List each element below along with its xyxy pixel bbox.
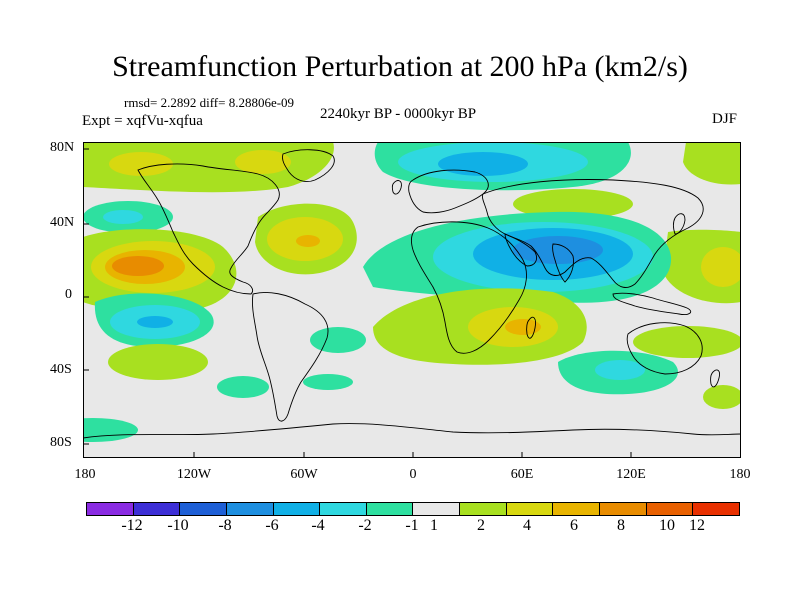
- anomaly-southern-ocean-negative-2: [303, 374, 353, 390]
- colorbar-swatch: [133, 503, 181, 515]
- coast-madagascar: [526, 316, 536, 339]
- colorbar-swatch: [646, 503, 694, 515]
- colorbar-swatch: [553, 503, 601, 515]
- coast-north-america: [137, 163, 280, 295]
- anomaly-southern-ocean-positive: [703, 385, 741, 409]
- anomaly-asia-negative-core: [513, 236, 603, 264]
- colorbar-label: 12: [689, 517, 705, 534]
- coast-new-zealand: [710, 369, 720, 388]
- anomaly-alaska-positive-core: [109, 152, 173, 176]
- colorbar-label: -1: [405, 517, 419, 534]
- anomaly-south-indian-negative-core: [595, 360, 645, 380]
- map-frame: [83, 142, 741, 458]
- lon-tick-180e: 180: [729, 467, 751, 482]
- experiment-label: Expt = xqfVu-xqfua: [82, 113, 203, 129]
- coast-japan: [673, 213, 686, 235]
- colorbar-swatch: [87, 503, 134, 515]
- colorbar-label: 8: [617, 517, 625, 534]
- colorbar-swatch: [366, 503, 414, 515]
- colorbar-label: -12: [121, 517, 143, 534]
- colorbar-label: -10: [167, 517, 189, 534]
- coast-arabia: [504, 233, 538, 267]
- anomaly-south-pacific-negative-core: [137, 316, 173, 328]
- lat-tick-40n: 40N: [50, 215, 75, 230]
- colorbar-swatch: [180, 503, 227, 515]
- chart-title: Streamfunction Perturbation at 200 hPa (…: [112, 50, 688, 83]
- colorbar-label: -8: [218, 517, 232, 534]
- colorbar-swatch: [600, 503, 647, 515]
- lon-tick-120e: 120E: [616, 467, 646, 482]
- colorbar-swatch: [506, 503, 554, 515]
- colorbar-label: 10: [659, 517, 675, 534]
- stats-line: rmsd= 2.2892 diff= 8.28806e-09: [124, 95, 295, 110]
- colorbar: [86, 502, 740, 516]
- colorbar-swatch: [693, 503, 739, 515]
- lat-tick-0: 0: [65, 287, 72, 302]
- colorbar-label: -6: [265, 517, 279, 534]
- anomaly-west-pacific-positive-core: [701, 247, 741, 287]
- coastlines: [83, 149, 741, 439]
- colorbar-label: 2: [477, 517, 485, 534]
- anomaly-south-pacific-positive-2: [633, 326, 741, 358]
- coast-uk: [391, 180, 402, 195]
- lon-tick-60e: 60E: [510, 467, 534, 482]
- colorbar-label: 4: [523, 517, 531, 534]
- lon-tick-0: 0: [409, 467, 417, 482]
- coast-india: [552, 243, 574, 283]
- anomaly-tropical-pacific-positive-core: [112, 256, 164, 276]
- lon-tick-120w: 120W: [176, 467, 212, 482]
- colorbar-label: -2: [358, 517, 372, 534]
- colorbar-label: 1: [430, 517, 438, 534]
- anomaly-atlantic-positive-core: [296, 235, 320, 247]
- anomaly-southern-ocean-negative-1: [217, 376, 269, 398]
- coast-south-america: [252, 292, 329, 422]
- colorbar-label: -4: [311, 517, 325, 534]
- anomaly-ne-pacific-negative-core: [103, 210, 143, 224]
- anomaly-bering-positive: [683, 142, 741, 185]
- period-label: 2240kyr BP - 0000kyr BP: [320, 106, 477, 122]
- lon-tick-180w: 180: [74, 467, 96, 482]
- anomaly-africa-positive-core: [505, 319, 541, 335]
- lat-tick-80n: 80N: [50, 140, 75, 155]
- colorbar-swatch: [320, 503, 367, 515]
- coast-europe: [408, 169, 489, 214]
- colorbar-label: 6: [570, 517, 578, 534]
- colorbar-swatch: [226, 503, 274, 515]
- lon-tick-60w: 60W: [290, 467, 318, 482]
- map-ticks: [83, 148, 632, 458]
- coast-australia: [626, 322, 703, 375]
- lat-tick-40s: 40S: [50, 362, 72, 377]
- lat-tick-80s: 80S: [50, 435, 72, 450]
- coast-antarctica: [83, 423, 741, 439]
- colorbar-swatch: [273, 503, 321, 515]
- anomaly-europe-positive: [513, 189, 633, 219]
- coast-africa: [410, 221, 527, 354]
- anomaly-south-pacific-positive: [108, 344, 208, 380]
- streamfunction-map: [83, 142, 741, 458]
- colorbar-swatch: [460, 503, 507, 515]
- anomaly-greenland-positive-core: [235, 150, 291, 174]
- coast-greenland: [282, 149, 335, 183]
- anomaly-south-atlantic-negative: [310, 327, 366, 353]
- colorbar-swatch: [413, 503, 461, 515]
- anomaly-siberia-negative-core: [438, 152, 528, 176]
- coast-indonesia: [612, 292, 692, 315]
- season-label: DJF: [712, 111, 738, 127]
